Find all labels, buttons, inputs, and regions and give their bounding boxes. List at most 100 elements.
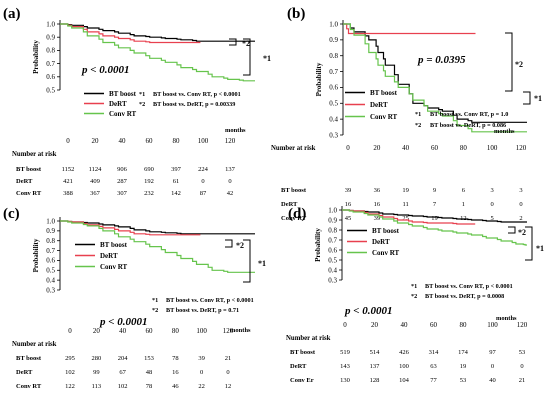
significance-bracket — [525, 226, 533, 261]
risk-row-label: BT boost — [290, 349, 316, 356]
risk-cell: 7 — [433, 201, 437, 208]
significance-bracket — [523, 91, 531, 105]
risk-table-header: Number at risk — [12, 151, 57, 158]
legend-label: BT boost — [372, 227, 400, 235]
risk-cell: 21 — [225, 355, 232, 362]
p-value: p < 0.0001 — [344, 305, 393, 317]
y-tick-label: 0.6 — [329, 84, 338, 92]
risk-cell: 128 — [370, 377, 380, 384]
risk-cell: 421 — [63, 178, 73, 185]
x-tick-label: 40 — [401, 321, 409, 329]
risk-cell: 5 — [491, 215, 494, 222]
x-tick-label: 60 — [430, 321, 438, 329]
risk-row-label: Conv RT — [16, 190, 42, 197]
x-axis-unit: months — [230, 327, 251, 334]
series-line-bt-boost — [60, 23, 255, 42]
x-tick-label: 120 — [225, 137, 236, 145]
note-text: BT boost vs. DeRT, p = 0.00339 — [153, 101, 235, 108]
risk-row-label: DeRT — [16, 369, 33, 376]
risk-cell: 16 — [172, 369, 179, 376]
panel-label: (b) — [287, 6, 305, 22]
risk-cell: 426 — [399, 349, 410, 356]
legend-label: Conv RT — [109, 110, 137, 118]
series-line-conv-rt — [60, 220, 255, 273]
y-tick-label: 0.8 — [329, 52, 338, 60]
y-tick-label: 0.7 — [328, 236, 337, 244]
y-axis-title: Probability — [32, 40, 40, 74]
x-tick-label: 120 — [516, 144, 527, 152]
y-tick-label: 1.0 — [46, 20, 55, 28]
risk-cell: 53 — [519, 349, 526, 356]
risk-row-label: BT boost — [16, 355, 42, 362]
risk-cell: 53 — [460, 377, 467, 384]
risk-table-header: Number at risk — [286, 335, 331, 342]
note-text: BT boost vs. Conv RT, p < 0.0001 — [153, 91, 241, 98]
risk-cell: 97 — [489, 349, 496, 356]
y-tick-label: 0.7 — [46, 60, 55, 68]
risk-cell: 39 — [198, 355, 205, 362]
x-tick-label: 0 — [66, 137, 70, 145]
y-tick-label: 1.0 — [46, 217, 55, 225]
risk-cell: 409 — [90, 178, 100, 185]
y-tick-label: 0.5 — [46, 86, 55, 94]
risk-cell: 22 — [198, 383, 205, 390]
note-marker: *1 — [415, 111, 421, 118]
risk-row-label: DeRT — [16, 178, 33, 185]
risk-cell: 3 — [519, 187, 522, 194]
x-tick-label: 20 — [93, 327, 101, 335]
risk-cell: 0 — [491, 201, 494, 208]
y-tick-label: 0.4 — [46, 276, 55, 284]
risk-cell: 1 — [462, 201, 465, 208]
risk-cell: 100 — [399, 363, 409, 370]
note-text: BT boost vs. Conv RT, p = 1.0 — [430, 111, 508, 118]
risk-cell: 6 — [462, 187, 466, 194]
note-marker: *1 — [411, 283, 417, 290]
note-marker: *1 — [139, 91, 145, 98]
x-tick-label: 120 — [517, 321, 528, 329]
risk-cell: 280 — [91, 355, 101, 362]
risk-cell: 99 — [93, 369, 100, 376]
panel-label: (d) — [288, 206, 306, 222]
risk-cell: 204 — [118, 355, 129, 362]
p-value: p < 0.0001 — [81, 64, 130, 76]
bracket-label: *2 — [518, 228, 526, 237]
x-axis-unit: months — [496, 315, 517, 322]
risk-cell: 314 — [429, 349, 440, 356]
note-text: BT boost vs. DeRT, p = 0.71 — [166, 307, 239, 314]
x-tick-label: 60 — [146, 137, 154, 145]
significance-bracket — [225, 239, 233, 248]
risk-cell: 0 — [226, 369, 229, 376]
risk-cell: 46 — [172, 383, 179, 390]
y-axis-title: Probability — [315, 62, 323, 96]
x-axis-unit: months — [225, 127, 246, 134]
risk-cell: 19 — [402, 187, 409, 194]
series-line-bt-boost — [60, 220, 255, 235]
risk-cell: 690 — [144, 166, 154, 173]
risk-table-header: Number at risk — [12, 341, 57, 348]
legend-label: DeRT — [100, 252, 118, 260]
y-axis-title: Probability — [314, 228, 322, 262]
risk-cell: 102 — [65, 369, 75, 376]
risk-cell: 113 — [92, 383, 102, 390]
risk-cell: 16 — [345, 201, 352, 208]
significance-bracket — [243, 239, 251, 283]
risk-cell: 397 — [171, 166, 182, 173]
risk-row-label: Conv RT — [281, 215, 307, 222]
y-tick-label: 0.3 — [328, 276, 337, 284]
x-tick-label: 20 — [92, 137, 100, 145]
risk-cell: 61 — [173, 178, 180, 185]
legend-label: Conv RT — [100, 263, 128, 271]
risk-cell: 192 — [144, 178, 154, 185]
risk-cell: 39 — [345, 187, 352, 194]
risk-cell: 45 — [345, 215, 352, 222]
risk-cell: 287 — [117, 178, 128, 185]
y-tick-label: 0.8 — [46, 47, 55, 55]
y-tick-label: 0.3 — [329, 131, 338, 139]
x-tick-label: 20 — [373, 144, 381, 152]
risk-cell: 16 — [374, 201, 381, 208]
risk-cell: 143 — [340, 363, 350, 370]
legend-label: DeRT — [370, 101, 388, 109]
risk-cell: 3 — [491, 187, 494, 194]
note-text: BT boost vs. DeRT, p = 0.086 — [430, 122, 506, 129]
risk-cell: 906 — [117, 166, 128, 173]
